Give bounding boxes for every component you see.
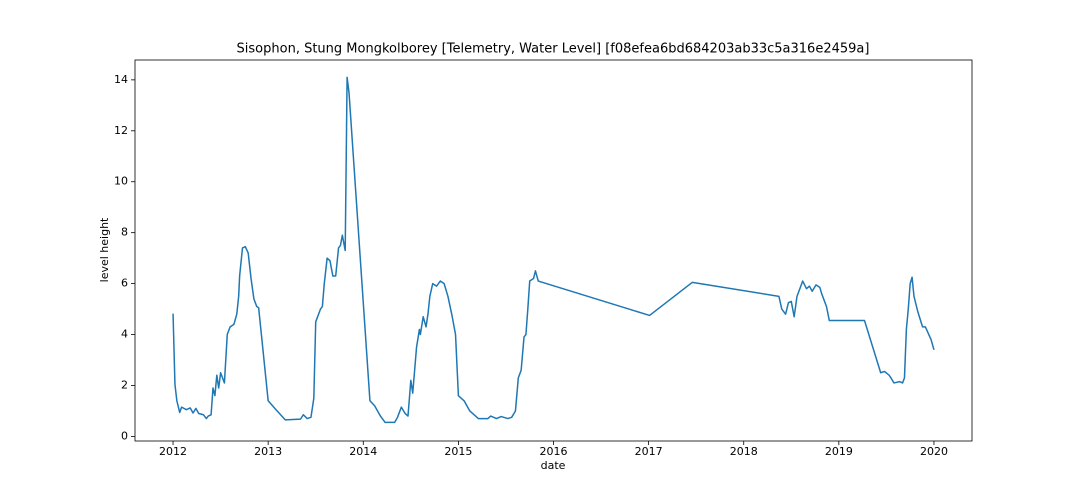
y-axis-label: level height: [98, 217, 111, 282]
x-tick-label: 2017: [635, 445, 663, 458]
chart-title: Sisophon, Stung Mongkolborey [Telemetry,…: [237, 42, 870, 57]
x-tick-label: 2020: [920, 445, 948, 458]
y-tick-label: 6: [121, 277, 128, 290]
y-tick-label: 10: [114, 175, 128, 188]
x-tick-label: 2013: [254, 445, 282, 458]
y-tick-label: 12: [114, 124, 128, 137]
x-tick-label: 2012: [159, 445, 187, 458]
y-tick-label: 14: [114, 73, 128, 86]
x-axis-label: date: [541, 459, 566, 472]
x-tick-label: 2014: [349, 445, 377, 458]
y-tick-label: 2: [121, 378, 128, 391]
x-tick-label: 2018: [730, 445, 758, 458]
y-tick-label: 0: [121, 429, 128, 442]
x-tick-label: 2015: [444, 445, 472, 458]
x-tick-label: 2016: [540, 445, 568, 458]
y-tick-label: 8: [121, 226, 128, 239]
plot-frame: [134, 59, 973, 442]
y-tick-label: 4: [121, 328, 128, 341]
data-line: [172, 76, 935, 424]
x-tick-label: 2019: [825, 445, 853, 458]
